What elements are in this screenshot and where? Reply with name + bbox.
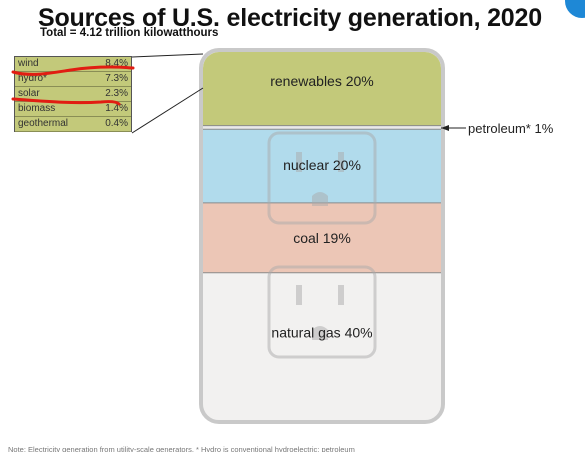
breakdown-value: 8.4% <box>105 58 128 69</box>
breakdown-row-biomass: biomass 1.4% <box>15 102 131 117</box>
breakdown-name: hydro* <box>18 73 47 84</box>
breakdown-connector-bottom <box>131 87 204 134</box>
label-coal: coal 19% <box>293 230 351 246</box>
breakdown-row-hydro: hydro* 7.3% <box>15 72 131 87</box>
breakdown-name: geothermal <box>18 118 69 129</box>
breakdown-row-geothermal: geothermal 0.4% <box>15 117 131 132</box>
outlet-frame <box>199 48 445 424</box>
breakdown-value: 0.4% <box>105 118 128 129</box>
label-nuclear: nuclear 20% <box>283 157 361 173</box>
petroleum-label: petroleum* 1% <box>468 121 554 136</box>
petroleum-arrowhead <box>441 125 449 131</box>
segment-renewables <box>203 52 441 126</box>
red-marker-strokes <box>11 65 135 106</box>
corner-badge[interactable] <box>565 0 585 18</box>
breakdown-name: solar <box>18 88 40 99</box>
electrical-outlet-icon <box>267 131 377 359</box>
label-renewables: renewables 20% <box>270 73 374 89</box>
segment-petroleum <box>203 125 441 130</box>
footnote: Note: Electricity generation from utilit… <box>8 445 355 452</box>
segment-coal <box>203 202 441 273</box>
breakdown-name: biomass <box>18 103 56 114</box>
breakdown-value: 2.3% <box>105 88 128 99</box>
breakdown-value: 7.3% <box>105 73 128 84</box>
segment-nuclear <box>203 129 441 203</box>
breakdown-row-wind: wind 8.4% <box>15 57 131 72</box>
chart-subtitle: Total = 4.12 trillion kilowatthours <box>40 27 219 39</box>
breakdown-connector-top <box>131 53 204 58</box>
segment-natural-gas <box>203 272 441 420</box>
breakdown-value: 1.4% <box>105 103 128 114</box>
breakdown-name: wind <box>18 58 39 69</box>
renewables-breakdown-table: wind 8.4% hydro* 7.3% solar 2.3% biomass 1.4… <box>11 56 135 132</box>
label-natural-gas: natural gas 40% <box>271 324 372 340</box>
chart-title: Sources of U.S. electricity generation, … <box>38 4 542 32</box>
